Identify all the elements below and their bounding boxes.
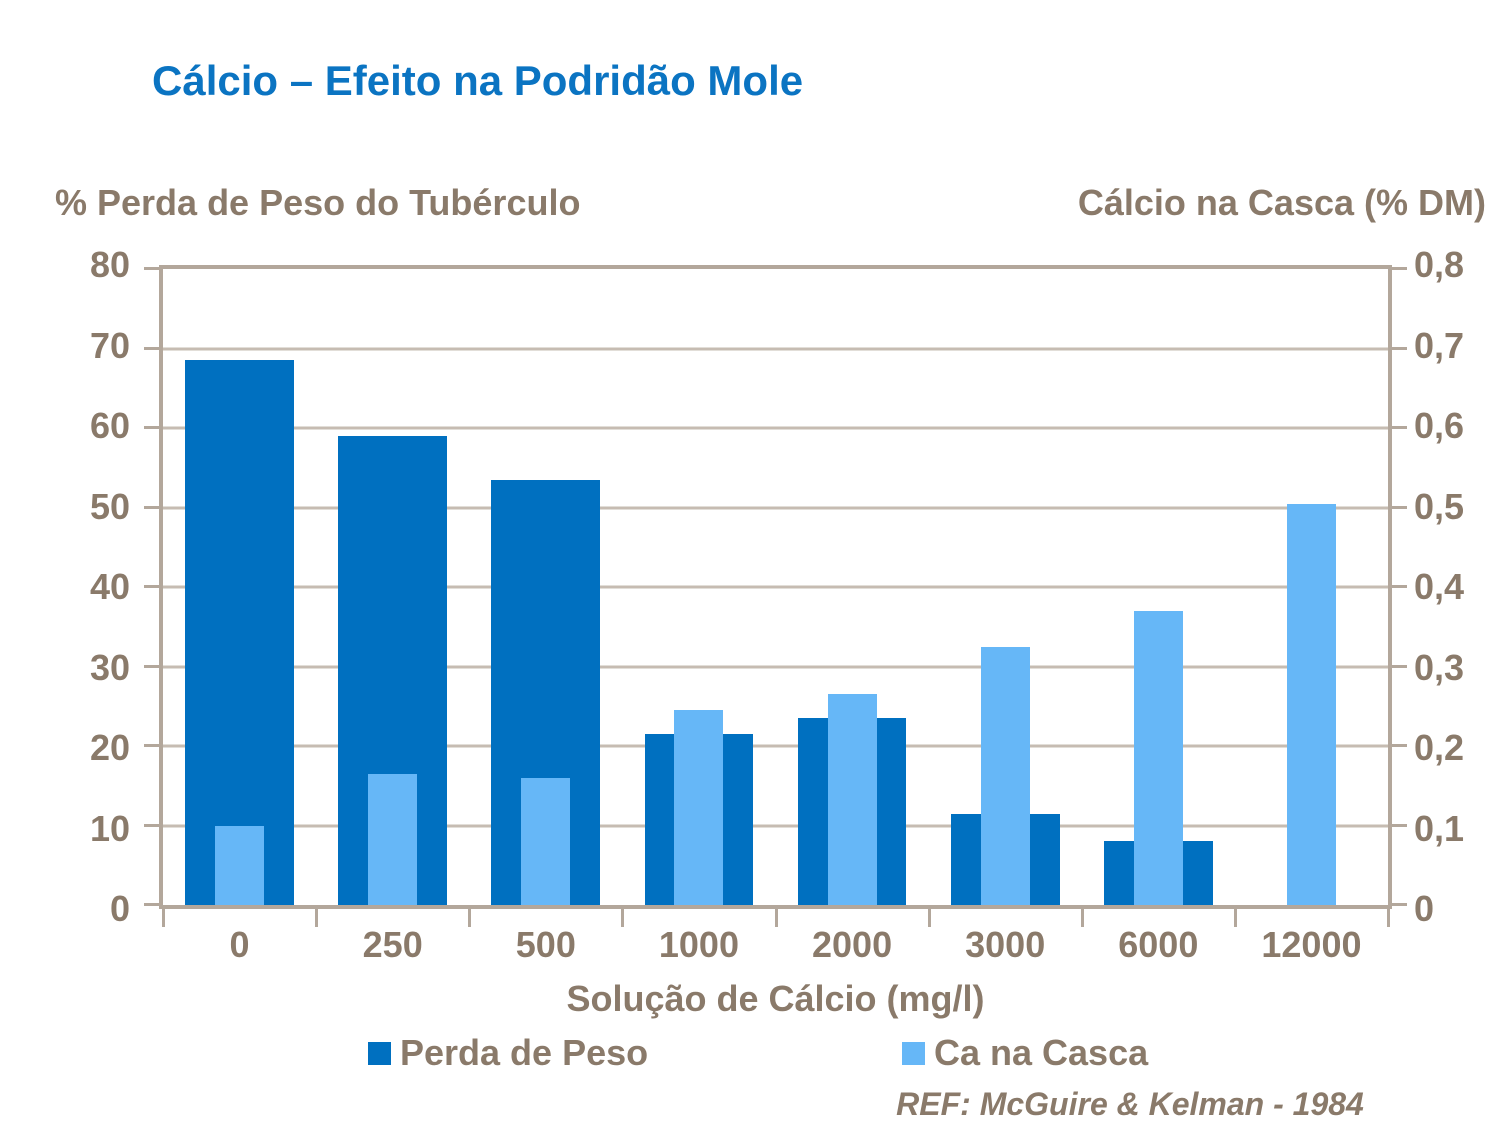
category-cell xyxy=(622,269,775,905)
legend-item-perda-de-peso: Perda de Peso xyxy=(368,1032,648,1074)
x-category-label: 0 xyxy=(229,924,250,965)
y-axis-tick-right xyxy=(1392,585,1407,588)
x-category-label: 250 xyxy=(362,924,423,965)
x-category-label: 3000 xyxy=(965,924,1046,965)
category-cell xyxy=(929,269,1082,905)
y-tick-label-right: 0 xyxy=(1414,888,1435,929)
y-tick-label-left: 10 xyxy=(89,807,130,849)
y-tick-label-right: 0,3 xyxy=(1414,646,1465,688)
x-axis-tick xyxy=(468,909,472,927)
y-tick-label-left: 50 xyxy=(89,485,130,527)
y-axis-tick-left xyxy=(144,664,159,668)
bar-ca-na-casca-2000 xyxy=(827,694,877,905)
bar-ca-na-casca-6000 xyxy=(1133,610,1183,905)
y-axis-tick-right xyxy=(1392,267,1407,270)
y-axis-tick-left xyxy=(144,505,159,509)
gridline xyxy=(163,585,1388,589)
y-axis-tick-left xyxy=(144,267,159,270)
category-cell xyxy=(776,269,929,905)
y-axis-tick-right xyxy=(1392,744,1407,747)
y-tick-label-left: 30 xyxy=(89,646,130,688)
bar-perda-de-peso-0 xyxy=(185,360,294,905)
x-axis-tick xyxy=(774,909,778,927)
y-tick-label-right: 0,7 xyxy=(1414,324,1465,366)
chart-title: Cálcio – Efeito na Podridão Mole xyxy=(152,57,804,104)
left-axis-tick-labels: 0 10 20 30 40 50 60 70 80 xyxy=(0,244,140,929)
bar-ca-na-casca-12000 xyxy=(1286,503,1336,905)
bar-ca-na-casca-3000 xyxy=(980,646,1030,905)
legend-swatch-ca-na-casca-icon xyxy=(902,1041,925,1065)
gridline xyxy=(163,426,1388,430)
x-category-label: 500 xyxy=(515,924,576,965)
category-cell xyxy=(1082,269,1235,905)
gridline xyxy=(163,665,1388,668)
bar-ca-na-casca-250 xyxy=(368,773,418,905)
y-axis-tick-right xyxy=(1392,505,1407,509)
x-axis-category-labels: 0 250 500 1000 2000 3000 6000 12000 xyxy=(163,924,1388,965)
gridline xyxy=(163,744,1388,748)
x-axis-tick xyxy=(1387,909,1390,927)
y-tick-label-left: 40 xyxy=(89,566,130,607)
y-tick-label-left: 60 xyxy=(89,405,130,446)
reference-text: REF: McGuire & Kelman - 1984 xyxy=(896,1086,1364,1122)
y-tick-label-right: 0,8 xyxy=(1414,244,1465,285)
y-tick-label-left: 80 xyxy=(89,244,130,285)
y-axis-tick-right xyxy=(1392,346,1407,350)
x-axis-title: Solução de Cálcio (mg/l) xyxy=(566,978,985,1019)
y-tick-label-right: 0,2 xyxy=(1414,727,1465,768)
category-cell xyxy=(163,269,316,905)
y-axis-tick-left xyxy=(144,744,159,747)
x-axis-tick xyxy=(162,909,165,927)
right-axis-title: Cálcio na Casca (% DM) xyxy=(1077,182,1486,223)
y-tick-label-left: 20 xyxy=(89,727,130,768)
x-axis-tick xyxy=(927,909,931,927)
x-axis-tick xyxy=(1233,909,1237,927)
category-cell xyxy=(1235,269,1388,905)
y-tick-label-right: 0,1 xyxy=(1414,807,1465,849)
y-axis-tick-right xyxy=(1392,903,1407,906)
category-cell xyxy=(469,269,622,905)
legend-item-ca-na-casca: Ca na Casca xyxy=(902,1032,1148,1074)
y-axis-tick-left xyxy=(144,823,159,827)
gridline xyxy=(163,347,1388,350)
y-axis-tick-left xyxy=(144,426,159,429)
right-axis-tick-labels: 0 0,1 0,2 0,3 0,4 0,5 0,6 0,7 0,8 xyxy=(1400,244,1500,929)
gridline xyxy=(163,506,1388,509)
y-axis-tick-right xyxy=(1392,426,1407,429)
y-tick-label-left: 70 xyxy=(89,324,130,366)
y-tick-label-right: 0,5 xyxy=(1414,485,1465,527)
y-axis-tick-left xyxy=(144,585,159,588)
bar-ca-na-casca-1000 xyxy=(674,710,724,905)
y-axis-tick-right xyxy=(1392,664,1407,668)
x-category-label: 6000 xyxy=(1118,924,1199,965)
gridline xyxy=(163,824,1388,827)
bar-ca-na-casca-0 xyxy=(215,825,265,905)
x-axis-tick xyxy=(621,909,625,927)
y-axis-tick-right xyxy=(1392,823,1407,827)
x-category-label: 1000 xyxy=(658,924,739,965)
x-axis-tick xyxy=(1080,909,1084,927)
x-axis-tick xyxy=(315,909,319,927)
legend-swatch-perda-de-peso-icon xyxy=(368,1041,391,1065)
y-tick-label-left: 0 xyxy=(109,888,130,929)
y-tick-label-right: 0,4 xyxy=(1414,566,1465,607)
y-tick-label-right: 0,6 xyxy=(1414,405,1465,446)
x-category-label: 2000 xyxy=(812,924,893,965)
left-axis-title: % Perda de Peso do Tubérculo xyxy=(55,182,581,223)
plot-area xyxy=(144,265,1407,927)
category-cell xyxy=(316,269,469,905)
legend-label-perda-de-peso: Perda de Peso xyxy=(400,1032,649,1073)
legend-label-ca-na-casca: Ca na Casca xyxy=(934,1032,1149,1073)
y-axis-tick-left xyxy=(144,346,159,350)
x-category-label: 12000 xyxy=(1261,924,1362,965)
bar-ca-na-casca-500 xyxy=(521,777,571,905)
y-axis-tick-left xyxy=(144,903,159,906)
